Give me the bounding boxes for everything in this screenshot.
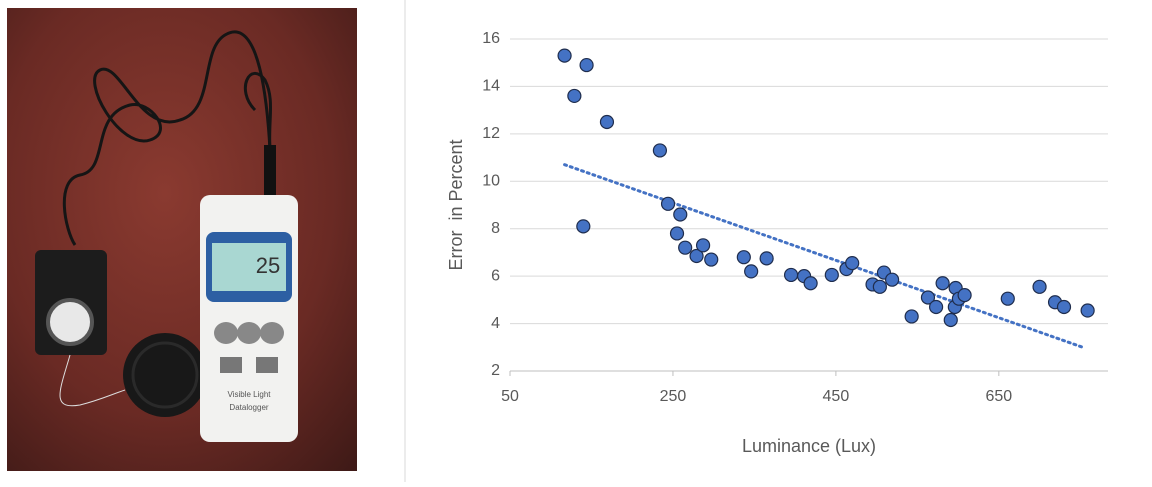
y-tick-label: 2 — [491, 362, 500, 379]
cable — [62, 30, 272, 246]
photo: 25 Visible Light Datalogger — [7, 8, 357, 471]
sensor-dome — [46, 298, 94, 346]
trendline — [563, 163, 1085, 349]
y-tick-label: 14 — [482, 78, 500, 95]
point — [567, 88, 582, 104]
point — [660, 196, 676, 211]
point — [824, 267, 839, 283]
point — [695, 238, 711, 253]
point — [1032, 279, 1047, 294]
x-tick-label: 50 — [501, 388, 519, 405]
cap-ridge — [131, 341, 199, 409]
point — [1000, 291, 1015, 306]
point — [920, 290, 936, 305]
point — [783, 267, 799, 283]
y-tick-label: 10 — [482, 173, 500, 190]
plug — [264, 145, 276, 195]
point — [885, 272, 900, 287]
button — [220, 357, 242, 373]
x-axis-label: Luminance (Lux) — [742, 436, 876, 456]
cable — [244, 72, 273, 151]
point — [652, 143, 668, 158]
display-reading: 25 — [256, 253, 280, 278]
x-tick-label: 450 — [823, 388, 850, 405]
point — [1080, 303, 1095, 318]
point — [576, 219, 591, 234]
point — [957, 288, 972, 303]
point — [928, 299, 944, 315]
meter-label: Visible Light — [228, 390, 272, 399]
y-tick-label: 4 — [491, 315, 500, 332]
button — [260, 322, 284, 344]
point — [704, 252, 719, 267]
meter-sublabel: Datalogger — [229, 403, 268, 412]
y-tick-label: 12 — [482, 125, 500, 142]
chart: 2 4 6 8 10 12 14 16 50 250 450 650 Luminance (Lux) Er… — [446, 30, 1108, 456]
y-axis-label: Error in Percent — [446, 139, 466, 270]
point — [599, 114, 615, 130]
point — [557, 48, 572, 63]
button — [237, 322, 261, 344]
y-tick-label: 16 — [482, 30, 500, 47]
y-tick-label: 8 — [491, 220, 500, 237]
point — [579, 57, 594, 73]
string — [59, 354, 126, 407]
point — [759, 251, 774, 266]
point — [689, 248, 704, 264]
meter-display — [212, 243, 286, 291]
y-tick-label: 6 — [491, 267, 500, 284]
point — [1056, 299, 1072, 315]
button — [214, 322, 238, 344]
point — [736, 250, 751, 265]
point — [744, 264, 759, 279]
x-tick-label: 250 — [660, 388, 687, 405]
cap — [123, 333, 207, 417]
x-tick-label: 650 — [985, 388, 1012, 405]
point — [943, 312, 958, 328]
button — [256, 357, 278, 373]
point — [803, 276, 818, 291]
point — [678, 240, 693, 255]
point — [669, 226, 685, 241]
point — [872, 279, 887, 294]
point — [904, 309, 919, 324]
point — [845, 256, 860, 271]
point — [673, 207, 688, 222]
point — [935, 276, 950, 291]
